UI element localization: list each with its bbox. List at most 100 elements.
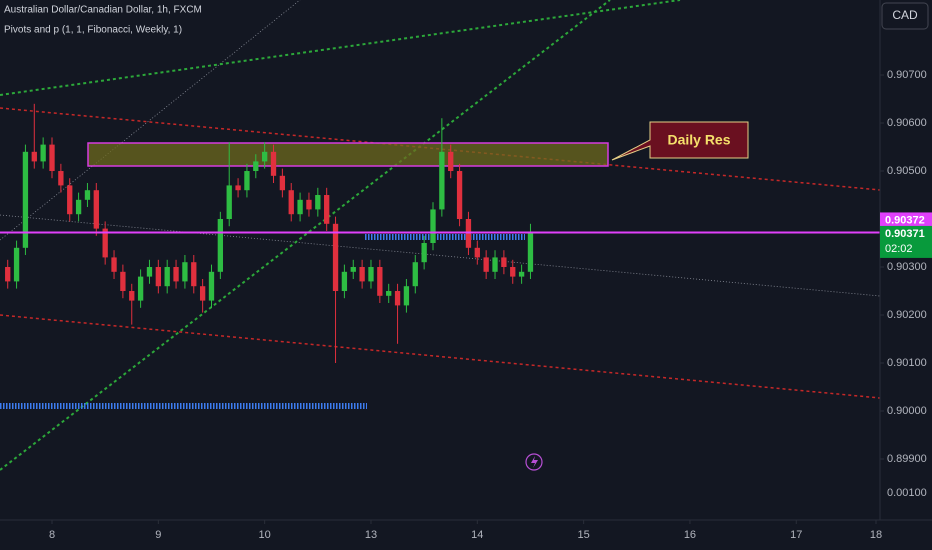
currency-button[interactable]: [881, 2, 929, 30]
candle-body: [58, 171, 64, 186]
candle-body: [244, 171, 250, 191]
annotation: Daily Res: [667, 132, 730, 148]
drawings: [0, 0, 881, 471]
candle-body: [120, 271, 126, 292]
candle-body: [102, 228, 108, 258]
y-tick-label: 0.90600: [887, 117, 927, 129]
countdown-label: 02:02: [885, 243, 913, 255]
indicator-axis-label: 0.00100: [887, 487, 927, 499]
candle-body: [75, 199, 82, 215]
candle-body: [430, 209, 436, 244]
channel-line: [0, 314, 881, 399]
candle-body: [155, 267, 161, 287]
x-tick-label: 17: [790, 529, 802, 541]
x-tick-label: 14: [471, 529, 483, 541]
x-tick-label: 13: [365, 529, 377, 541]
candle-body: [483, 257, 489, 272]
candle-body: [67, 185, 73, 215]
price-line-label: 0.90372: [885, 214, 925, 226]
candle-body: [164, 267, 170, 287]
chart-title: Australian Dollar/Canadian Dollar, 1h, F…: [4, 5, 202, 16]
y-tick-label: 0.90500: [887, 165, 927, 177]
candle-body: [386, 291, 392, 296]
plot: [0, 103, 880, 364]
candle-body: [137, 276, 144, 301]
candle-body: [421, 243, 427, 263]
x-tick-label: 8: [49, 529, 55, 541]
price-axis: [880, 0, 932, 550]
candle-body: [377, 267, 383, 296]
trend-line: [0, 0, 301, 241]
lightning-glyph: [531, 456, 538, 468]
candle-body: [474, 247, 480, 258]
candle-body: [518, 271, 525, 277]
candle-body: [182, 262, 188, 282]
candle-body: [403, 286, 410, 306]
trend-line: [0, 214, 881, 297]
lightning-icon[interactable]: [525, 453, 543, 471]
trend-line: [0, 0, 681, 96]
x-tick-label: 16: [684, 529, 696, 541]
y-tick-label: 0.90700: [887, 69, 927, 81]
candle-body: [510, 267, 516, 277]
time-axis: [0, 520, 880, 550]
x-tick-label: 9: [155, 529, 161, 541]
candle-body: [22, 151, 29, 248]
candle-body: [93, 190, 99, 229]
candle-body: [13, 247, 20, 282]
currency-label: CAD: [892, 8, 918, 22]
candle-body: [40, 144, 46, 162]
price-line-badge: [880, 212, 932, 229]
candle-body: [199, 286, 206, 301]
candle-body: [350, 267, 356, 272]
candle-body: [306, 199, 312, 210]
candle-body: [84, 190, 91, 200]
axes: 0.90700 0.90600 0.90500 0.90300 0.90200 0.901…: [49, 69, 932, 541]
candle-body: [261, 151, 268, 162]
y-tick-label: 0.90300: [887, 261, 927, 273]
last-price-badge: [880, 225, 932, 258]
candle-body: [208, 271, 215, 301]
candle-body: [394, 291, 401, 306]
candle-body: [173, 267, 179, 282]
x-tick-label: 15: [577, 529, 589, 541]
candle-body: [5, 267, 11, 282]
resistance-zone: [87, 142, 609, 167]
last-price-label: 0.90371: [885, 228, 925, 240]
candle-body: [191, 262, 197, 287]
candle-body: [279, 175, 286, 191]
trend-line: [0, 0, 611, 471]
candle-body: [359, 267, 365, 282]
candle-body: [527, 232, 534, 272]
x-tick-label: 18: [870, 529, 882, 541]
candle-body: [146, 267, 153, 277]
candle-body: [448, 151, 454, 172]
candle-body: [111, 257, 117, 272]
candle-body: [492, 257, 498, 272]
y-tick-label: 0.90200: [887, 309, 927, 321]
candle-body: [253, 161, 259, 172]
x-tick-label: 10: [259, 529, 271, 541]
candle-body: [297, 199, 303, 215]
y-tick-label: 0.90000: [887, 405, 927, 417]
candle-body: [341, 271, 348, 292]
candle-body: [31, 151, 37, 162]
indicator-name: Pivots and p (1, 1, Fibonacci, Weekly, 1…: [4, 25, 182, 36]
candle-body: [235, 185, 241, 191]
candle-body: [412, 262, 418, 287]
candle-body: [501, 257, 507, 268]
candle-body: [226, 185, 232, 220]
candle-body: [129, 291, 135, 301]
candle-body: [270, 151, 277, 176]
candle-body: [315, 195, 321, 210]
callout-box: [611, 121, 749, 161]
candle-body: [439, 151, 445, 210]
candle-body: [217, 219, 224, 272]
candle-body: [324, 195, 330, 224]
candle-body: [368, 267, 374, 282]
candle-body: [288, 190, 294, 215]
y-tick-label: 0.90100: [887, 357, 927, 369]
candle-body: [332, 223, 339, 292]
